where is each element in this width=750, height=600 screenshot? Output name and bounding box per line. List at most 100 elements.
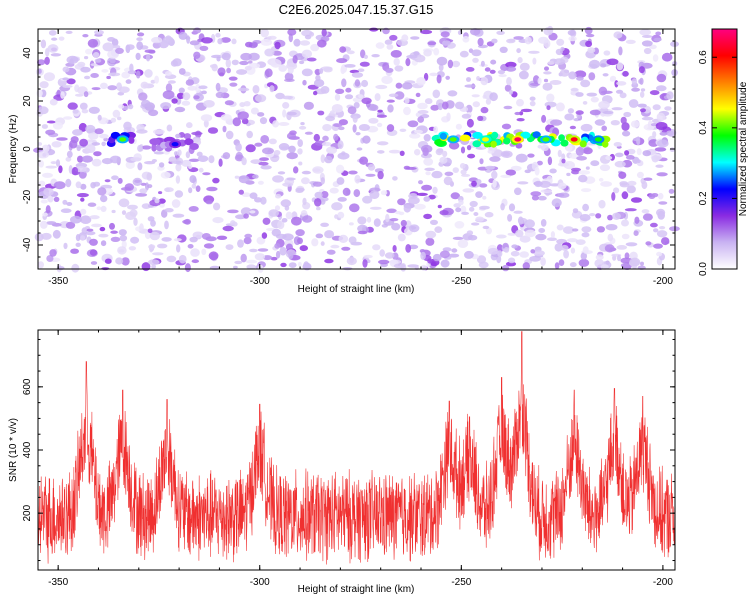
heatmap-noise-cell [640,261,644,266]
heatmap-noise-cell [270,256,278,261]
heatmap-noise-cell [100,195,108,203]
heatmap-noise-cell [630,197,643,203]
heatmap-noise-cell [514,111,521,116]
heatmap-noise-cell [532,57,537,65]
heatmap-noise-cell [460,169,467,175]
heatmap-noise-cell [664,106,672,111]
heatmap-noise-cell [586,92,598,97]
heatmap-noise-cell [656,85,667,92]
heatmap-noise-cell [291,216,302,226]
heatmap-noise-cell [302,215,313,223]
heatmap-noise-cell [262,147,274,155]
heatmap-noise-cell [150,219,156,227]
heatmap-noise-cell [65,30,73,34]
heatmap-noise-cell [434,226,443,234]
heatmap-noise-cell [231,38,237,45]
heatmap-noise-cell [339,46,347,53]
heatmap-noise-cell [100,82,108,90]
heatmap-noise-cell [245,144,256,153]
heatmap-noise-cell [42,212,48,217]
heatmap-noise-cell [101,69,109,73]
heatmap-noise-cell [556,224,564,231]
heatmap-noise-cell [51,141,62,148]
heatmap-noise-cell [423,49,432,57]
heatmap-noise-cell [619,92,627,99]
colorbar: 0.0 0.2 0.4 0.6 Normalized spectral amplitu… [698,28,749,276]
heatmap-noise-cell [358,124,370,131]
colorbar-ticks: 0.0 0.2 0.4 0.6 [698,50,737,276]
heatmap-noise-cell [187,85,198,91]
heatmap-noise-cell [365,173,376,177]
heatmap-noise-cell [595,254,604,261]
heatmap-noise-cell [176,92,185,100]
heatmap-noise-cell [275,250,281,259]
heatmap-noise-cell [595,213,602,219]
heatmap-noise-cell [384,39,393,45]
heatmap-noise-cell [313,133,320,142]
heatmap-noise-cell [546,105,551,111]
heatmap-noise-cell [99,226,106,232]
heatmap-noise-cell [302,79,307,86]
heatmap-noise-cell [615,89,624,94]
heatmap-noise-cell [528,50,540,54]
heatmap-noise-cell [85,231,96,236]
heatmap-noise-cell [48,30,57,36]
heatmap-noise-cell [393,263,406,269]
snr-frame [37,329,676,571]
heatmap-noise-cell [471,94,480,98]
heatmap-noise-cell [235,142,242,152]
heatmap-noise-cell [458,199,464,206]
heatmap-noise-cell [98,233,109,238]
heatmap-noise-cell [164,187,174,193]
heatmap-noise-cell [641,209,650,214]
heatmap-noise-cell [39,81,49,89]
heatmap-noise-cell [62,77,70,81]
heatmap-noise-cell [288,145,296,153]
heatmap-noise-cell [260,135,270,144]
heatmap-noise-cell [225,58,231,68]
heatmap-noise-cell [617,255,621,262]
heatmap-feature-peak [594,137,602,142]
heatmap-noise-cell [392,245,397,252]
spectrogram-x-ticks: -350 -300 -250 -200 [48,29,673,287]
heatmap-noise-cell [77,155,84,163]
heatmap-noise-cell [188,164,193,170]
heatmap-noise-cell [65,221,76,229]
heatmap-noise-cell [215,82,221,92]
heatmap-noise-cell [272,175,284,183]
heatmap-noise-cell [394,91,405,100]
heatmap-noise-cell [500,174,512,178]
heatmap-noise-cell [224,100,234,106]
heatmap-noise-cell [407,120,419,128]
heatmap-noise-cell [508,89,514,95]
heatmap-noise-cell [62,199,68,205]
heatmap-noise-cell [369,27,379,32]
heatmap-noise-cell [85,124,96,134]
heatmap-feature-peak [542,137,550,142]
heatmap-noise-cell [278,122,290,126]
x-tick-label: -300 [250,276,270,287]
heatmap-noise-cell [234,175,240,179]
heatmap-noise-cell [319,199,326,205]
heatmap-noise-cell [579,214,591,222]
heatmap-noise-cell [275,193,282,199]
heatmap-noise-cell [439,250,450,259]
heatmap-noise-cell [287,66,294,74]
heatmap-noise-cell [338,234,349,243]
heatmap-noise-cell [585,40,593,48]
heatmap-noise-cell [505,169,516,176]
heatmap-noise-cell [268,209,280,217]
heatmap-noise-cell [197,155,209,162]
heatmap-noise-cell [333,123,343,128]
heatmap-noise-cell [631,78,638,85]
heatmap-noise-cell [600,90,613,95]
heatmap-noise-cell [193,95,200,100]
heatmap-noise-cell [572,228,579,232]
heatmap-noise-cell [225,244,234,251]
heatmap-noise-cell [529,96,536,101]
heatmap-noise-cell [295,229,305,237]
heatmap-noise-cell [181,100,191,106]
heatmap-noise-cell [414,129,423,134]
heatmap-noise-cell [455,123,462,130]
